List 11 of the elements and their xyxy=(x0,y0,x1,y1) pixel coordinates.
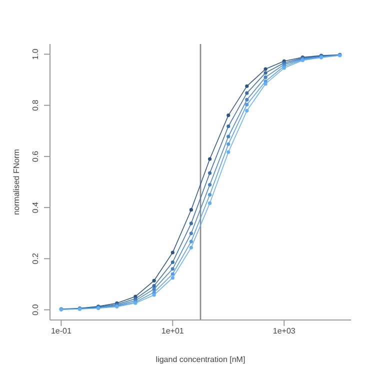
x-tick-label: 1e+01 xyxy=(161,326,184,336)
y-tick-label: 0.4 xyxy=(31,201,40,214)
y-tick-label: 0.2 xyxy=(31,252,40,264)
y-tick-label: 0.0 xyxy=(31,304,40,316)
y-axis-title: normalised FNorm xyxy=(12,148,21,215)
x-tick-label: 1e-01 xyxy=(50,326,72,336)
y-tick-label: 0.6 xyxy=(31,150,40,162)
x-axis-title: ligand concentration [nM] xyxy=(156,355,246,364)
y-tick-label: 1.0 xyxy=(31,48,40,60)
y-tick-label: 0.8 xyxy=(31,99,40,111)
x-tick-label: 1e+03 xyxy=(272,326,296,336)
